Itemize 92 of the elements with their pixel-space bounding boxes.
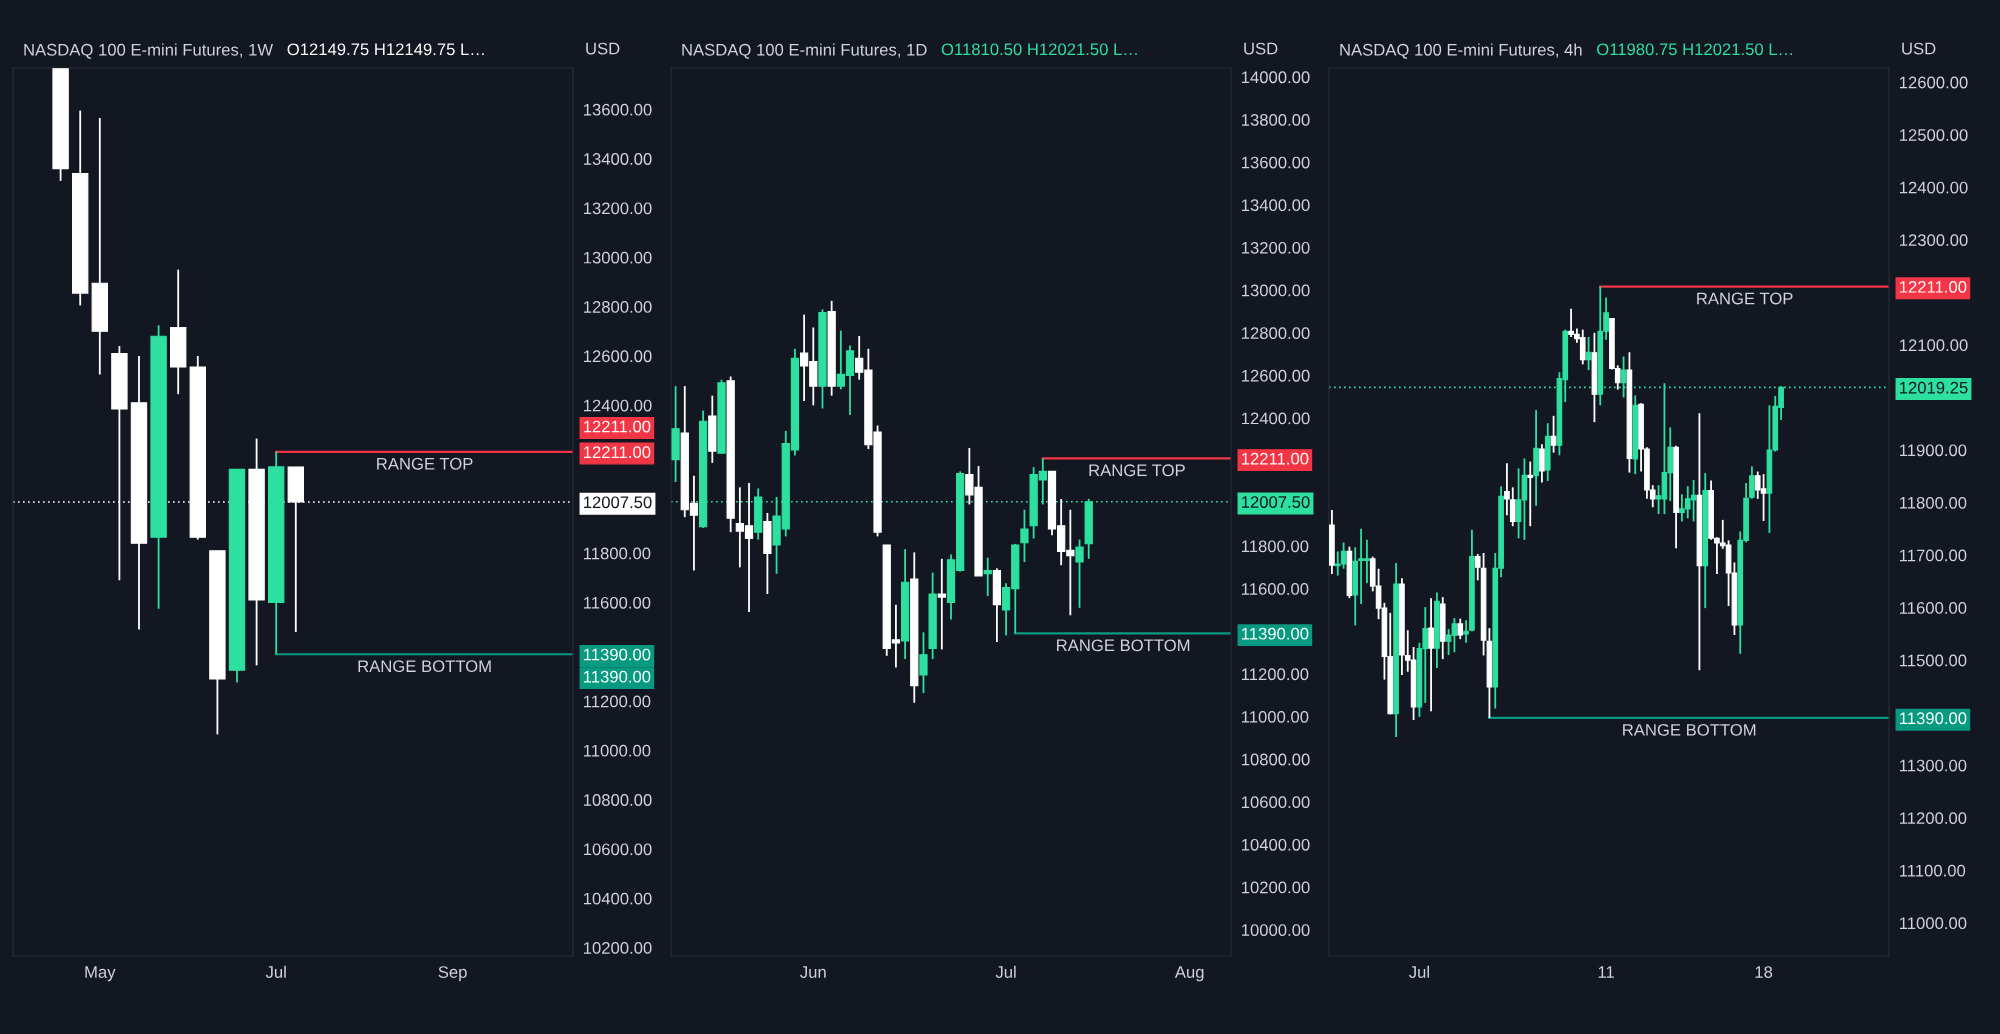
ref-line-label: RANGE TOP: [1089, 464, 1185, 477]
y-tick-label: 11390.00: [1899, 712, 1967, 725]
y-tick-label: 10200.00: [1241, 881, 1310, 894]
ref-line-label: RANGE BOTTOM: [1623, 723, 1756, 736]
y-tick-label: 10400.00: [583, 892, 652, 905]
y-tick-label: 12600.00: [1241, 369, 1310, 382]
y-tick-label: 12007.50: [1241, 496, 1310, 508]
candlestick: [1428, 597, 1434, 713]
x-tick-label: May: [85, 966, 116, 982]
y-tick-label: 11600.00: [1241, 583, 1309, 595]
y-tick-label: 11390.00: [583, 648, 651, 661]
x-tick-label: 18: [1755, 966, 1773, 978]
y-tick-label: 13400.00: [1241, 199, 1310, 212]
candlestick: [1457, 617, 1464, 641]
x-tick-label: Sep: [438, 966, 467, 982]
y-axis-title: USD: [1902, 42, 1936, 55]
x-tick-label: Jun: [800, 966, 826, 978]
y-tick-label: 12600.00: [583, 350, 652, 363]
candlestick: [1075, 538, 1084, 609]
candlestick: [1539, 443, 1545, 484]
y-tick-label: 14000.00: [1241, 71, 1310, 84]
y-tick-label: 13200.00: [1241, 241, 1310, 254]
y-tick-label: 11200.00: [1241, 668, 1309, 681]
y-tick-label: 12800.00: [583, 301, 652, 313]
chart-title: NASDAQ 100 E-mini Futures, 1D: [682, 43, 927, 59]
y-tick-label: 11000.00: [583, 744, 651, 757]
y-tick-label: 12019.25: [1899, 381, 1968, 394]
y-tick-label: 11800.00: [1241, 540, 1309, 553]
y-tick-label: 11100.00: [1899, 864, 1966, 877]
y-tick-label: 13200.00: [583, 202, 652, 215]
y-tick-label: 12211.00: [583, 446, 651, 459]
y-tick-label: 13600.00: [583, 103, 652, 116]
y-tick-label: 13600.00: [1241, 156, 1310, 169]
y-tick-label: 13400.00: [583, 153, 652, 165]
y-tick-label: 11700.00: [1899, 549, 1967, 562]
candlestick: [1463, 619, 1469, 644]
chart-title: NASDAQ 100 E-mini Futures, 4h: [1340, 43, 1582, 59]
y-tick-label: 10800.00: [583, 794, 652, 806]
candlestick: [1474, 553, 1481, 582]
y-tick-label: 12400.00: [1899, 181, 1968, 194]
chart-subtitle: O12149.75 H12149.75 L…: [287, 43, 484, 56]
y-tick-label: 10600.00: [583, 843, 652, 856]
y-tick-label: 11800.00: [583, 547, 651, 560]
y-tick-label: 11000.00: [1899, 917, 1967, 930]
candlestick: [937, 557, 946, 651]
y-tick-label: 11000.00: [1241, 710, 1309, 723]
y-tick-label: 11800.00: [1899, 496, 1967, 509]
ref-line-label: RANGE BOTTOM: [1057, 639, 1190, 652]
ref-line-label: RANGE TOP: [1697, 292, 1793, 305]
y-tick-label: 13000.00: [583, 251, 652, 264]
y-tick-label: 11900.00: [1899, 444, 1967, 457]
candlestick: [983, 556, 992, 598]
chart-title: NASDAQ 100 E-mini Futures, 1W: [24, 43, 274, 59]
ref-line-label: RANGE TOP: [377, 457, 473, 470]
y-tick-label: 11200.00: [583, 695, 651, 708]
y-tick-label: 10400.00: [1241, 838, 1310, 851]
y-tick-label: 10000.00: [1241, 924, 1310, 936]
y-axis-title: USD: [586, 42, 620, 55]
x-tick-label: Aug: [1174, 966, 1204, 982]
x-tick-label: 11: [1598, 966, 1614, 978]
y-tick-label: 13800.00: [1241, 114, 1310, 126]
y-tick-label: 13000.00: [1241, 284, 1310, 297]
x-tick-label: Jul: [995, 965, 1016, 978]
y-tick-label: 12100.00: [1899, 339, 1968, 352]
chart-subtitle: O11980.75 H12021.50 L…: [1597, 43, 1792, 56]
chart-subtitle: O11810.50 H12021.50 L…: [941, 43, 1137, 56]
candlestick: [1020, 508, 1029, 563]
y-tick-label: 11200.00: [1899, 812, 1967, 825]
y-tick-label: 12400.00: [583, 399, 652, 412]
ref-line-label: RANGE BOTTOM: [358, 660, 491, 673]
candlestick: [1749, 465, 1755, 500]
y-tick-label: 12800.00: [1241, 327, 1310, 339]
y-tick-label: 12300.00: [1899, 234, 1968, 247]
y-tick-label: 11600.00: [583, 596, 651, 609]
y-tick-label: 12007.50: [583, 496, 652, 509]
y-tick-label: 12211.00: [1899, 280, 1967, 293]
candlestick: [919, 631, 928, 695]
y-tick-label: 12211.00: [1241, 452, 1309, 465]
y-tick-label: 12500.00: [1899, 129, 1968, 141]
x-tick-label: Jul: [265, 965, 286, 978]
y-tick-label: 10600.00: [1241, 796, 1310, 809]
y-tick-label: 12600.00: [1899, 76, 1968, 89]
y-tick-label: 11300.00: [1899, 759, 1967, 772]
y-tick-label: 11390.00: [1241, 627, 1309, 640]
y-tick-label: 10800.00: [1241, 753, 1310, 766]
y-tick-label: 10200.00: [583, 942, 652, 954]
x-tick-label: Jul: [1409, 965, 1429, 978]
y-tick-label: 12400.00: [1241, 412, 1310, 425]
y-tick-label: 11600.00: [1899, 602, 1967, 614]
candlestick: [1527, 460, 1534, 528]
y-axis-title: USD: [1244, 42, 1278, 55]
y-tick-label: 11500.00: [1899, 654, 1967, 667]
